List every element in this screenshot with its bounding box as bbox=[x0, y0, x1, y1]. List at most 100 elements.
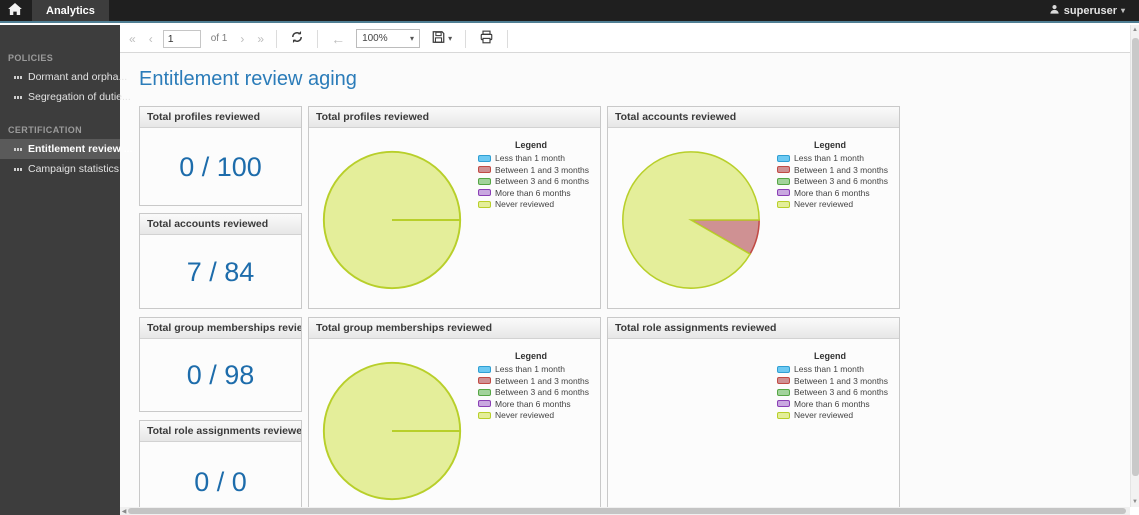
last-page-button[interactable]: » bbox=[257, 31, 265, 46]
stat-card-accounts: Total accounts reviewed 7 / 84 bbox=[139, 213, 302, 309]
legend-item: Between 1 and 3 months bbox=[777, 376, 897, 386]
top-bar: Analytics superuser ▾ bbox=[0, 0, 1139, 23]
print-button[interactable] bbox=[475, 30, 498, 47]
printer-icon bbox=[479, 30, 494, 47]
save-icon bbox=[431, 30, 446, 47]
zoom-select[interactable]: 100% ▾ bbox=[356, 29, 421, 48]
legend-swatch bbox=[777, 177, 790, 185]
legend-swatch bbox=[478, 365, 491, 373]
back-arrow-icon: ← bbox=[331, 30, 346, 47]
legend-swatch bbox=[777, 166, 790, 173]
legend-label: Between 1 and 3 months bbox=[495, 375, 590, 386]
pie-chart bbox=[619, 148, 763, 292]
home-button[interactable] bbox=[0, 0, 30, 21]
legend-swatch bbox=[478, 400, 491, 407]
user-menu[interactable]: superuser ▾ bbox=[1049, 0, 1139, 21]
legend-label: More than 6 months bbox=[794, 398, 870, 409]
report-icon bbox=[14, 167, 22, 171]
pie-chart bbox=[320, 359, 464, 503]
stats-column: Total profiles reviewed 0 / 100 Total ac… bbox=[139, 106, 302, 507]
legend-title: Legend bbox=[813, 140, 846, 150]
user-name: superuser bbox=[1063, 4, 1117, 17]
sidebar-item-segregation-duties[interactable]: Segregation of dutie... bbox=[0, 87, 131, 107]
home-icon bbox=[8, 2, 22, 20]
chart-legend: Legend Less than 1 month Between 1 and 3 m… bbox=[478, 140, 598, 211]
legend-label: Between 3 and 6 months bbox=[794, 387, 889, 397]
legend-item: Between 1 and 3 months bbox=[777, 165, 897, 175]
sidebar-item-label: Segregation of dutie... bbox=[28, 91, 131, 103]
legend-label: Never reviewed bbox=[794, 199, 854, 209]
refresh-button[interactable] bbox=[286, 30, 308, 47]
stat-value: 0 / 0 bbox=[194, 466, 247, 497]
chart-card-accounts: Total accounts reviewed Legend Less than … bbox=[607, 106, 900, 309]
chevron-down-icon: ▾ bbox=[410, 34, 415, 43]
legend-swatch bbox=[478, 154, 491, 162]
page-number-input[interactable] bbox=[162, 29, 201, 48]
stat-value: 0 / 100 bbox=[179, 151, 262, 182]
legend-swatch bbox=[777, 377, 790, 384]
chart-card-profiles: Total profiles reviewed Legend Less than … bbox=[308, 106, 601, 309]
legend-item: Never reviewed bbox=[478, 410, 598, 420]
chart-legend: Legend Less than 1 month Between 1 and 3 m… bbox=[478, 351, 598, 422]
vertical-scrollbar-thumb[interactable] bbox=[1132, 38, 1139, 476]
legend-swatch bbox=[478, 411, 491, 419]
legend-item: Between 3 and 6 months bbox=[777, 176, 897, 186]
sidebar-item-label: Dormant and orpha... bbox=[28, 71, 128, 83]
stat-card-profiles: Total profiles reviewed 0 / 100 bbox=[139, 106, 302, 206]
legend-item: Between 3 and 6 months bbox=[478, 176, 598, 186]
first-page-button[interactable]: « bbox=[129, 31, 136, 46]
scroll-left-icon[interactable]: ◀ bbox=[121, 508, 127, 515]
legend-swatch bbox=[777, 154, 790, 162]
legend-label: Less than 1 month bbox=[495, 364, 565, 374]
report-canvas: Entitlement review aging Total profiles … bbox=[120, 53, 1130, 507]
scroll-down-icon[interactable]: ▼ bbox=[1132, 499, 1138, 505]
legend-swatch bbox=[777, 411, 790, 419]
legend-swatch bbox=[777, 400, 790, 407]
page-total-label: of 1 bbox=[210, 33, 228, 44]
legend-swatch bbox=[478, 377, 491, 384]
legend-label: Less than 1 month bbox=[794, 364, 864, 374]
stat-value: 0 / 98 bbox=[186, 360, 255, 390]
legend-title: Legend bbox=[514, 351, 547, 361]
stat-value: 7 / 84 bbox=[186, 256, 255, 287]
horizontal-scrollbar-thumb[interactable] bbox=[128, 508, 1126, 514]
sidebar-section-certification: CERTIFICATION bbox=[8, 125, 83, 135]
refresh-icon bbox=[290, 30, 304, 47]
card-title: Total role assignments reviewed bbox=[140, 421, 301, 442]
horizontal-scrollbar[interactable]: ◀ bbox=[120, 507, 1130, 515]
legend-title: Legend bbox=[813, 351, 846, 361]
legend-swatch bbox=[777, 189, 790, 196]
legend-item: More than 6 months bbox=[478, 188, 598, 198]
previous-page-button[interactable]: ‹ bbox=[148, 31, 153, 46]
back-button[interactable]: ← bbox=[327, 31, 349, 47]
legend-label: More than 6 months bbox=[495, 187, 571, 198]
legend-item: More than 6 months bbox=[777, 188, 897, 198]
legend-label: More than 6 months bbox=[495, 398, 571, 409]
legend-swatch bbox=[777, 200, 790, 208]
legend-item: Less than 1 month bbox=[777, 364, 897, 374]
sidebar-item-campaign-statistics[interactable]: Campaign statistics bbox=[0, 159, 120, 179]
legend-swatch bbox=[777, 388, 790, 396]
sidebar: POLICIES Dormant and orpha... Segregatio… bbox=[0, 25, 132, 515]
legend-label: Less than 1 month bbox=[495, 153, 565, 163]
sidebar-section-policies: POLICIES bbox=[8, 53, 54, 63]
chevron-down-icon: ▾ bbox=[448, 34, 453, 43]
export-button[interactable]: ▾ bbox=[427, 30, 456, 47]
next-page-button[interactable]: › bbox=[240, 31, 245, 46]
chart-card-group-memberships: Total group memberships reviewed Legend L… bbox=[308, 317, 601, 507]
pie-chart bbox=[320, 148, 464, 292]
legend-item: Never reviewed bbox=[478, 199, 598, 209]
card-title: Total profiles reviewed bbox=[309, 107, 600, 128]
report-icon bbox=[14, 147, 22, 151]
legend-label: Never reviewed bbox=[495, 199, 555, 209]
legend-item: Between 1 and 3 months bbox=[478, 165, 598, 175]
tab-analytics[interactable]: Analytics bbox=[32, 0, 109, 21]
sidebar-item-entitlement-review[interactable]: Entitlement review ... bbox=[0, 139, 132, 159]
legend-label: Between 3 and 6 months bbox=[794, 176, 889, 186]
chart-legend: Legend Less than 1 month Between 1 and 3 m… bbox=[777, 140, 897, 211]
legend-swatch bbox=[478, 189, 491, 196]
scroll-up-icon[interactable]: ▲ bbox=[1132, 27, 1138, 33]
sidebar-item-dormant-orphaned[interactable]: Dormant and orpha... bbox=[0, 67, 127, 87]
vertical-scrollbar[interactable]: ▲ ▼ bbox=[1130, 25, 1139, 507]
legend-label: Between 3 and 6 months bbox=[495, 176, 590, 186]
